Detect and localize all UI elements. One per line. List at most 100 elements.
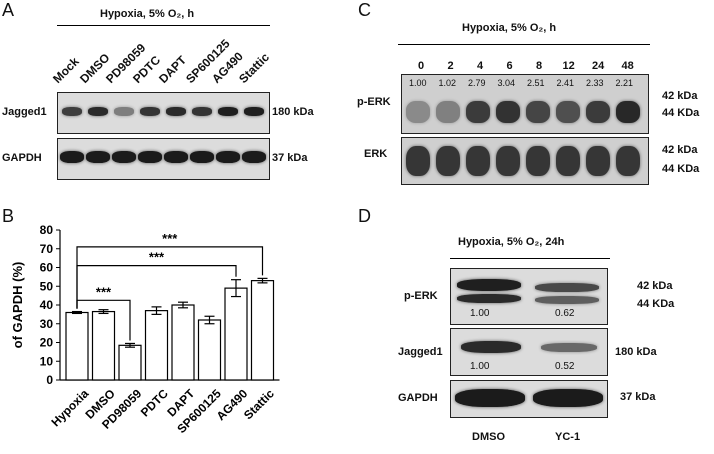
d-jagged1-band xyxy=(541,343,597,352)
panel-c-ratio: 2.51 xyxy=(527,78,545,88)
panel-d-title-line xyxy=(450,258,610,259)
perk-band xyxy=(586,101,610,123)
panel-c-ratio: 2.41 xyxy=(556,78,575,88)
gapdh-band xyxy=(60,151,84,163)
panel-d-row-label-jagged1: Jagged1 xyxy=(398,346,443,358)
panel-d-lane-yc1: YC-1 xyxy=(555,431,581,443)
jagged1-band xyxy=(166,107,186,116)
panel-c-size-erk-top: 42 kDa xyxy=(662,144,698,156)
d-gapdh-band xyxy=(455,389,525,407)
panel-c-title: Hypoxia, 5% O₂, h xyxy=(462,22,556,34)
panel-d-perk-ratio-1: 1.00 xyxy=(470,308,490,319)
gapdh-band xyxy=(164,151,188,163)
erk-band xyxy=(436,146,460,176)
panel-d-blot-perk xyxy=(450,268,608,325)
panel-c-timepoint: 6 xyxy=(506,60,513,72)
jagged1-band xyxy=(140,107,160,116)
gapdh-band xyxy=(86,151,110,163)
jagged1-band xyxy=(244,107,264,116)
panel-d-row-label-perk: p-ERK xyxy=(404,290,438,302)
d-jagged1-band xyxy=(461,341,521,353)
gapdh-band xyxy=(242,151,266,163)
bar xyxy=(91,310,116,381)
panel-c-blot-erk xyxy=(401,137,649,185)
y-tick-label: 70 xyxy=(40,242,54,256)
panel-b-letter: B xyxy=(2,206,15,226)
significance-label: *** xyxy=(162,231,178,246)
panel-a-blot-jagged1 xyxy=(57,92,270,134)
perk-band xyxy=(466,101,490,123)
panel-a-size-gapdh-text: 37 kDa xyxy=(272,152,308,164)
panel-d-size-perk-top: 42 kDa xyxy=(637,280,673,292)
jagged1-band xyxy=(62,107,82,116)
significance-label: *** xyxy=(96,284,112,299)
panel-c-ratio: 3.04 xyxy=(497,78,516,88)
d-perk-band-upper xyxy=(535,283,599,292)
y-tick-label: 40 xyxy=(40,298,54,312)
panel-d-size-jagged1: 180 kDa xyxy=(615,346,657,358)
panel-d-perk-ratio-2: 0.62 xyxy=(555,308,575,319)
panel-a-size-jagged1: 180 kDa xyxy=(272,106,314,118)
panel-a-blot-gapdh xyxy=(57,138,270,180)
y-tick-label: 60 xyxy=(40,261,54,275)
perk-band xyxy=(496,101,520,123)
perk-band xyxy=(406,101,430,123)
y-tick-label: 10 xyxy=(40,354,54,368)
panel-a-title: Hypoxia, 5% O₂, h xyxy=(100,8,194,20)
panel-c-ratio: 2.21 xyxy=(615,78,634,88)
panel-a-row-label-gapdh: GAPDH xyxy=(2,152,42,164)
d-perk-band-upper xyxy=(457,279,521,291)
perk-band xyxy=(556,101,580,123)
panel-c-timepoint: 4 xyxy=(477,60,484,72)
panel-a-title-text: Hypoxia, 5% O₂, h xyxy=(100,8,195,20)
gapdh-band xyxy=(112,151,136,163)
panel-a-size-jagged1-text: 180 kDa xyxy=(272,106,314,118)
panel-c-title-text: Hypoxia, 5% O₂, h xyxy=(462,22,557,34)
panel-c-timepoint: 0 xyxy=(418,60,425,72)
jagged1-band xyxy=(88,107,108,116)
panel-c-title-line xyxy=(398,44,650,45)
d-gapdh-band xyxy=(533,389,603,407)
panel-c-letter: C xyxy=(358,0,371,20)
panel-c-timepoint: 8 xyxy=(536,60,543,72)
y-axis-label: of GAPDH (%) xyxy=(10,262,25,349)
erk-band xyxy=(496,146,520,176)
jagged1-band xyxy=(192,107,212,116)
panel-d-jagged1-ratio-2: 0.52 xyxy=(555,361,575,372)
panel-c-size-erk-bottom: 44 KDa xyxy=(662,163,700,175)
panel-d-title-text: Hypoxia, 5% O₂, 24h xyxy=(458,236,565,248)
y-tick-label: 20 xyxy=(40,336,54,350)
perk-band xyxy=(436,101,460,123)
erk-band xyxy=(526,146,550,176)
panel-c-row-label-perk: p-ERK xyxy=(357,96,391,108)
panel-c-timepoint: 12 xyxy=(562,60,575,72)
gapdh-band xyxy=(190,151,214,163)
y-tick-label: 50 xyxy=(40,279,54,293)
panel-a-size-gapdh: 37 kDa xyxy=(272,152,307,164)
significance-label: *** xyxy=(149,250,165,265)
panel-c-ratio: 2.33 xyxy=(586,78,604,88)
panel-c-size-perk-top: 42 kDa xyxy=(662,90,698,102)
panel-c-ratio: 2.79 xyxy=(468,78,486,88)
panel-c-ratio: 1.00 xyxy=(409,78,427,88)
gapdh-band xyxy=(216,151,240,163)
y-tick-label: 30 xyxy=(40,317,54,331)
panel-d-jagged1-ratio-1: 1.00 xyxy=(470,361,490,372)
perk-band xyxy=(616,101,640,123)
bar xyxy=(224,287,248,381)
panel-c-row-label-erk: ERK xyxy=(364,148,388,160)
bar xyxy=(197,319,222,381)
erk-band xyxy=(406,146,430,176)
panel-c-size-perk-bottom: 44 KDa xyxy=(662,107,700,119)
x-tick-label: Stattic xyxy=(241,386,277,422)
y-tick-label: 80 xyxy=(40,223,54,237)
x-tick-label: PDTC xyxy=(138,386,171,419)
bar xyxy=(250,280,275,381)
panel-c-blot-perk xyxy=(401,74,649,134)
panel-d-size-gapdh: 37 kDa xyxy=(620,391,656,403)
panel-a-lane-label: Mock xyxy=(50,54,82,86)
erk-band xyxy=(466,146,490,176)
panel-a-letter: A xyxy=(2,0,15,20)
panel-d-letter: D xyxy=(358,206,371,226)
panel-a-lane-label: DAPT xyxy=(156,52,190,86)
